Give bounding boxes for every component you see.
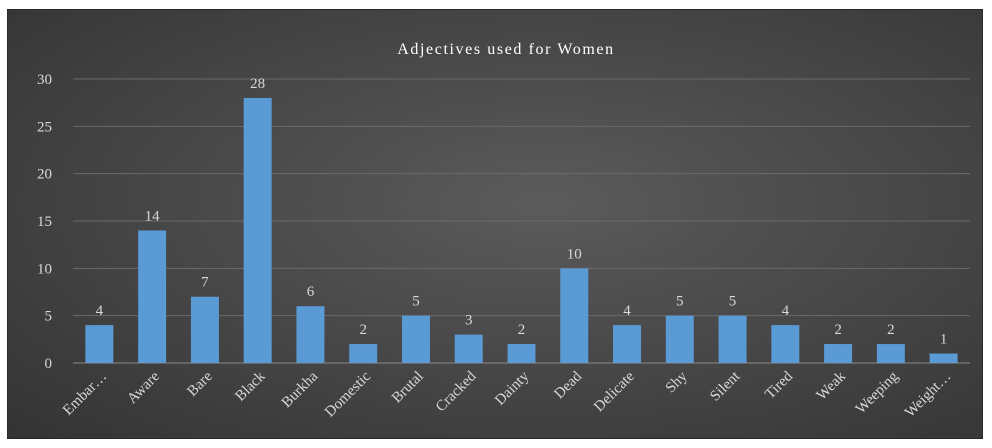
y-tick-label: 10	[37, 261, 52, 277]
bar	[613, 325, 642, 363]
y-tick-label: 30	[37, 72, 52, 88]
y-tick-label: 15	[37, 214, 52, 230]
y-tick-label: 5	[45, 309, 53, 325]
x-tick-label: Embar…	[60, 369, 110, 419]
y-tick-label: 0	[45, 356, 53, 372]
data-label: 2	[359, 322, 367, 338]
x-tick-label: Weight…	[902, 369, 954, 421]
gridlines	[73, 78, 970, 364]
x-tick-label: Black	[232, 368, 268, 404]
x-tick-label: Bare	[184, 368, 216, 400]
data-label: 2	[887, 322, 895, 338]
data-label: 3	[465, 313, 473, 329]
data-labels: 4 14 7 28 6 2 5 3 2 10 4 5 5 4 2 2 1	[96, 76, 948, 348]
x-tick-label: Aware	[124, 368, 163, 407]
bar	[665, 315, 694, 363]
bar	[454, 334, 483, 363]
bar	[771, 325, 800, 363]
x-tick-label: Dainty	[492, 368, 533, 409]
data-label: 14	[145, 208, 161, 224]
bars	[85, 97, 958, 363]
data-label: 4	[623, 303, 631, 319]
bar	[507, 344, 536, 363]
data-label: 5	[412, 294, 420, 310]
bar	[349, 344, 378, 363]
bar	[876, 344, 905, 363]
x-tick-label: Tired	[762, 368, 796, 402]
bar	[296, 306, 325, 363]
x-tick-label: Burkha	[279, 368, 322, 411]
data-label: 28	[250, 76, 265, 92]
x-axis-ticks: Embar… Aware Bare Black Burkha Domestic Brutal…	[60, 368, 954, 421]
bar	[929, 353, 958, 363]
y-axis-ticks: 0 5 10 15 20 25 30	[37, 72, 52, 372]
chart-title: Adjectives used for Women	[397, 41, 614, 58]
data-label: 5	[676, 294, 684, 310]
bar	[560, 268, 589, 363]
bar	[718, 315, 747, 363]
data-label: 2	[518, 322, 526, 338]
x-tick-label: Brutal	[389, 369, 427, 407]
y-tick-label: 20	[37, 167, 52, 183]
data-label: 7	[201, 275, 209, 291]
chart-area	[7, 9, 983, 439]
bar	[138, 230, 167, 363]
x-tick-label: Domestic	[322, 368, 374, 420]
x-tick-label: Cracked	[433, 368, 480, 415]
x-tick-label: Silent	[707, 368, 744, 405]
x-tick-label: Shy	[663, 368, 691, 396]
x-tick-label: Dead	[551, 368, 585, 402]
bar	[243, 97, 272, 363]
bar	[190, 296, 219, 363]
data-label: 4	[782, 303, 790, 319]
data-label: 10	[567, 246, 582, 262]
data-label: 5	[729, 294, 737, 310]
bar	[85, 325, 114, 363]
x-tick-label: Weak	[814, 368, 850, 404]
data-label: 1	[940, 332, 948, 348]
x-tick-label: Delicate	[591, 368, 638, 415]
y-tick-label: 25	[37, 119, 52, 135]
bar	[401, 315, 430, 363]
bar	[824, 344, 853, 363]
data-label: 2	[834, 322, 842, 338]
data-label: 6	[307, 284, 315, 300]
x-tick-label: Weeping	[853, 368, 902, 417]
data-label: 4	[96, 303, 104, 319]
